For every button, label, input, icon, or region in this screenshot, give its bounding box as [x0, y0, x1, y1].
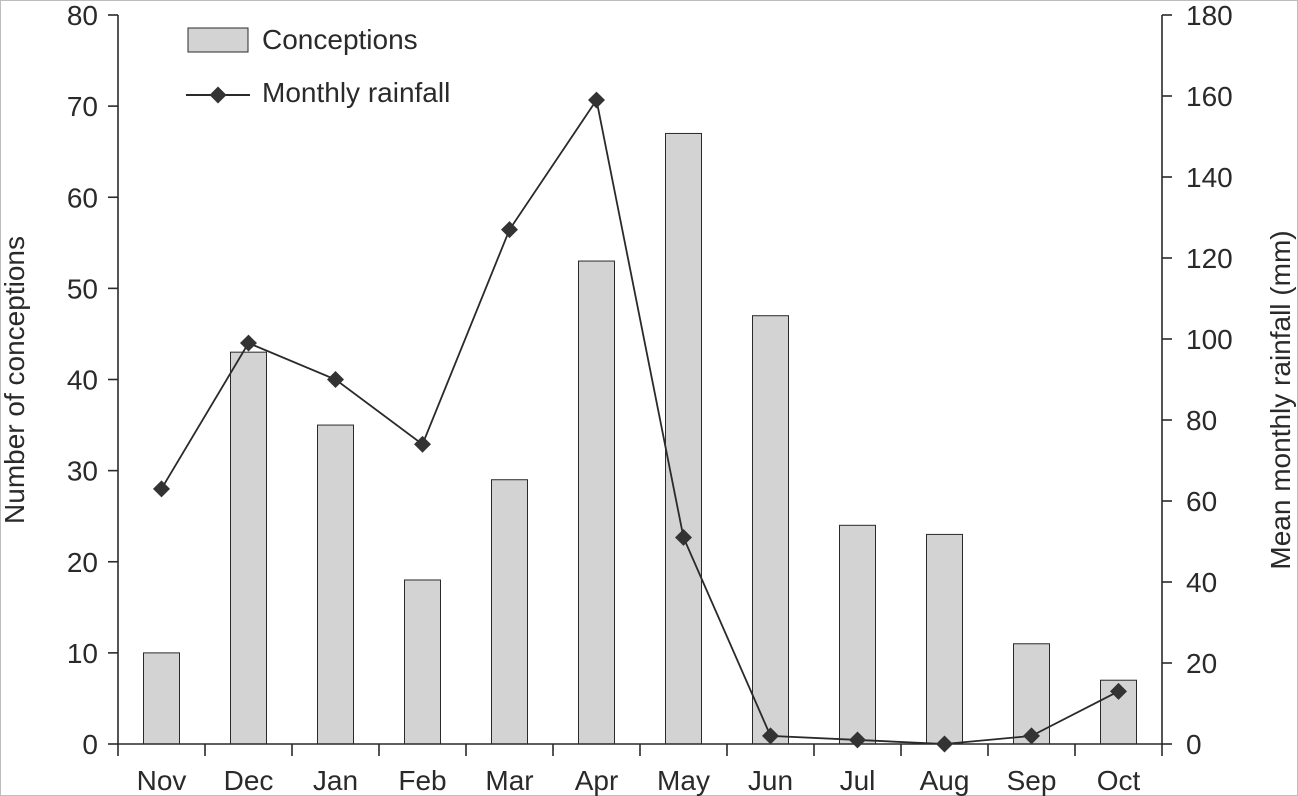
bars-layer	[143, 132, 1137, 745]
legend-swatch-rainfall-marker	[209, 86, 227, 104]
legend-label-rainfall: Monthly rainfall	[262, 77, 450, 108]
rainfall-point-apr	[588, 91, 605, 109]
axes-layer: 0 10 20 30 40 50 60 70 80 0 20 40 60 80 100 120 140 160 18…	[67, 0, 1233, 796]
y2-tick-label: 120	[1186, 243, 1233, 274]
rainfall-point-jul	[849, 731, 866, 749]
y2-tick-label: 20	[1186, 648, 1217, 679]
rainfall-point-mar	[501, 221, 518, 239]
rainfall-line-layer	[153, 91, 1127, 753]
bar-may	[665, 132, 702, 745]
x-tick-label: Jul	[840, 765, 876, 796]
bar-dec	[230, 351, 267, 745]
x-tick-label: Aug	[920, 765, 970, 796]
rainfall-point-jan	[327, 371, 344, 388]
rainfall-point-sep	[1023, 727, 1040, 745]
rainfall-point-oct	[1110, 682, 1127, 700]
x-tick-label: Mar	[485, 765, 533, 796]
legend-swatch-conceptions	[187, 27, 249, 53]
y2-tick-label: 180	[1186, 0, 1233, 31]
bar-jul	[839, 524, 876, 745]
y2-tick-label: 0	[1186, 729, 1202, 760]
x-tick-label: Nov	[137, 765, 187, 796]
y-tick-label: 80	[67, 0, 98, 31]
y-tick-label: 20	[67, 547, 98, 578]
y2-tick-label: 80	[1186, 405, 1217, 436]
rainfall-point-dec	[240, 334, 257, 352]
bar-mar	[491, 479, 528, 745]
rainfall-line	[160, 97, 1119, 745]
y2-tick-label: 60	[1186, 486, 1217, 517]
rainfall-point-nov	[153, 480, 170, 498]
x-tick-label: Dec	[224, 765, 274, 796]
x-tick-label: Jun	[748, 765, 793, 796]
x-tick-label: Feb	[398, 765, 446, 796]
y-axis-title: Number of conceptions	[0, 236, 30, 524]
rainfall-point-may	[675, 528, 692, 546]
y-tick-label: 40	[67, 365, 98, 396]
y-tick-label: 50	[67, 273, 98, 304]
y2-tick-label: 40	[1186, 567, 1217, 598]
y-tick-label: 0	[82, 729, 98, 760]
y-tick-label: 70	[67, 91, 98, 122]
bar-nov	[143, 652, 180, 745]
rainfall-point-jun	[762, 727, 779, 745]
bar-aug	[926, 533, 963, 745]
bar-sep	[1013, 643, 1050, 745]
x-tick-label: Jan	[313, 765, 358, 796]
y-tick-label: 10	[67, 638, 98, 669]
y2-tick-label: 140	[1186, 162, 1233, 193]
x-tick-label: Sep	[1007, 765, 1057, 796]
y2-tick-label: 160	[1186, 81, 1233, 112]
x-tick-label: Apr	[575, 765, 619, 796]
bar-apr	[578, 260, 615, 745]
y-tick-label: 30	[67, 456, 98, 487]
legend-label-conceptions: Conceptions	[262, 24, 418, 55]
legend: Conceptions Monthly rainfall	[186, 24, 450, 108]
y2-axis-title: Mean monthly rainfall (mm)	[1265, 230, 1296, 569]
y-tick-label: 60	[67, 182, 98, 213]
bar-feb	[404, 579, 441, 745]
rainfall-point-aug	[936, 735, 953, 753]
bar-jan	[317, 424, 354, 745]
rainfall-point-feb	[414, 435, 431, 453]
x-tick-label: May	[657, 765, 710, 796]
x-tick-label: Oct	[1097, 765, 1141, 796]
bar-jun	[752, 315, 789, 745]
y2-tick-label: 100	[1186, 324, 1233, 355]
